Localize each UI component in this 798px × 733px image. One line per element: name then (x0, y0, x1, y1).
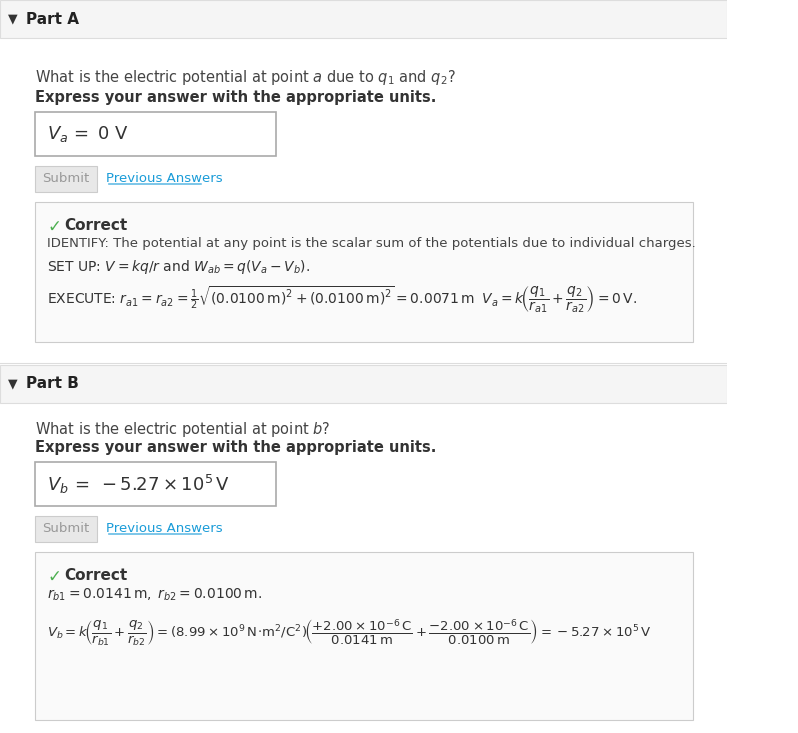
Text: ✓: ✓ (47, 218, 61, 236)
FancyBboxPatch shape (34, 112, 276, 156)
Text: Part A: Part A (26, 12, 78, 26)
FancyBboxPatch shape (34, 462, 276, 506)
Text: Express your answer with the appropriate units.: Express your answer with the appropriate… (34, 90, 436, 105)
Text: EXECUTE: $r_{a1} = r_{a2} = \frac{1}{2}\sqrt{(0.0100\,\mathrm{m})^2 + (0.0100\,\: EXECUTE: $r_{a1} = r_{a2} = \frac{1}{2}\… (47, 284, 638, 315)
Text: Submit: Submit (42, 523, 89, 536)
Text: IDENTIFY: The potential at any point is the scalar sum of the potentials due to : IDENTIFY: The potential at any point is … (47, 237, 696, 250)
Text: ✓: ✓ (47, 568, 61, 586)
Text: Express your answer with the appropriate units.: Express your answer with the appropriate… (34, 440, 436, 455)
Text: What is the electric potential at point $b$?: What is the electric potential at point … (34, 420, 330, 439)
Text: $r_{b1} = 0.0141\,\mathrm{m},\; r_{b2} = 0.0100\,\mathrm{m}.$: $r_{b1} = 0.0141\,\mathrm{m},\; r_{b2} =… (47, 587, 263, 603)
Text: Correct: Correct (64, 568, 127, 583)
Text: ▼: ▼ (8, 12, 18, 26)
Text: Correct: Correct (64, 218, 127, 233)
Text: Previous Answers: Previous Answers (106, 523, 223, 536)
FancyBboxPatch shape (0, 365, 728, 403)
Text: Previous Answers: Previous Answers (106, 172, 223, 185)
Text: ▼: ▼ (8, 377, 18, 391)
Text: Submit: Submit (42, 172, 89, 185)
FancyBboxPatch shape (34, 166, 97, 192)
Text: SET UP: $V = kq/r$ and $W_{ab} = q(V_a - V_b)$.: SET UP: $V = kq/r$ and $W_{ab} = q(V_a -… (47, 258, 310, 276)
Text: What is the electric potential at point $a$ due to $q_1$ and $q_2$?: What is the electric potential at point … (34, 68, 456, 87)
FancyBboxPatch shape (34, 552, 693, 720)
Text: Part B: Part B (26, 377, 78, 391)
FancyBboxPatch shape (0, 0, 728, 38)
Text: $V_b\,=\;-5.27\times10^5\,\mathrm{V}$: $V_b\,=\;-5.27\times10^5\,\mathrm{V}$ (47, 473, 230, 496)
FancyBboxPatch shape (34, 516, 97, 542)
FancyBboxPatch shape (34, 202, 693, 342)
Text: $V_a\,=\;$0 V: $V_a\,=\;$0 V (47, 124, 129, 144)
Text: $V_b = k\!\left(\dfrac{q_1}{r_{b1}} + \dfrac{q_2}{r_{b2}}\right)= (8.99 \times 1: $V_b = k\!\left(\dfrac{q_1}{r_{b1}} + \d… (47, 618, 652, 648)
